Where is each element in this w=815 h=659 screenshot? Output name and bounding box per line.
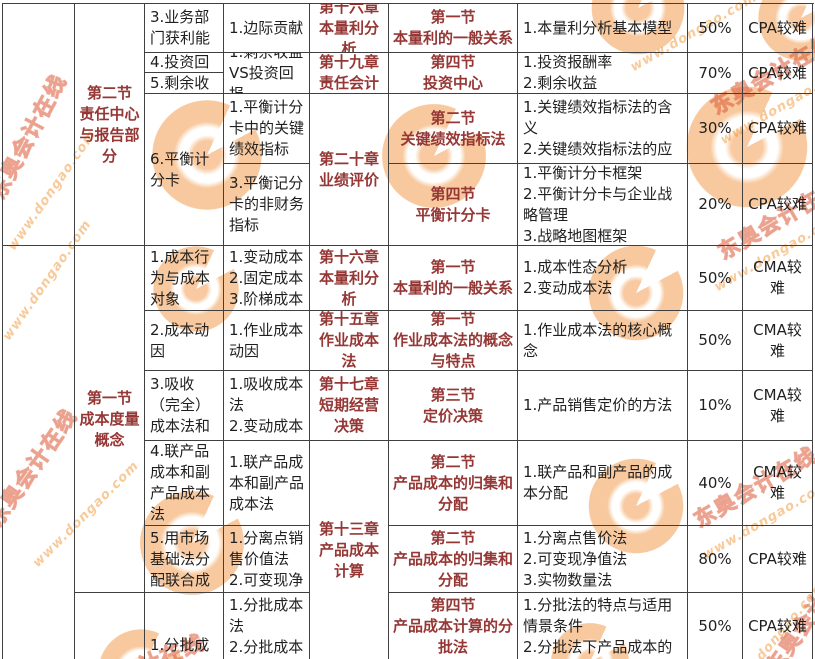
difficulty-cell: CPA较难	[743, 526, 813, 593]
percentage-cell: 30%	[688, 94, 743, 164]
subtopic-cell: 1.分批成本法 2.分批成本	[224, 593, 310, 659]
percentage-cell: 20%	[688, 164, 743, 246]
key-point-cell: 1.平衡计分卡框架 2.平衡计分卡与企业战略管理 3.战略地图框架	[518, 164, 688, 246]
subtopic-cell: 3.平衡记分卡的非财务指标	[224, 164, 310, 246]
section-title-cell: 第一节 成本度量概念	[75, 246, 145, 593]
difficulty-cell: CPA较难	[743, 4, 813, 53]
key-point-cell: 1.分批法的特点与适用情景条件 2.分批法下产品成本的	[518, 593, 688, 659]
key-point-cell: 1.关键绩效指标法的含义 2.关键绩效指标法的应	[518, 94, 688, 164]
chapter-cell: 第十六章 本量利分析	[310, 4, 389, 53]
percentage-cell: 40%	[688, 441, 743, 526]
difficulty-cell: CPA较难	[743, 164, 813, 246]
chapter-section-cell: 第三节 定价决策	[389, 371, 518, 441]
knowledge-point-cell: 6.平衡计分卡	[145, 94, 224, 246]
chapter-section-cell: 第一节 本量利的一般关系	[389, 246, 518, 311]
subtopic-cell: 1.剩余收益VS投资回报	[224, 53, 310, 94]
knowledge-point-cell: 4.投资回	[145, 53, 224, 73]
knowledge-point-cell: 1.分批成	[145, 593, 224, 659]
chapter-section-cell: 第四节 平衡计分卡	[389, 164, 518, 246]
spacer-cell	[3, 246, 75, 659]
key-point-cell: 1.投资报酬率 2.剩余收益	[518, 53, 688, 94]
subtopic-cell: 1.平衡计分卡中的关键绩效指标	[224, 94, 310, 164]
chapter-cell: 第二十章 业绩评价	[310, 94, 389, 246]
chapter-cell: 第十五章 作业成本法	[310, 311, 389, 371]
key-point-cell: 1.成本性态分析 2.变动成本法	[518, 246, 688, 311]
percentage-cell: 10%	[688, 371, 743, 441]
percentage-cell: 50%	[688, 593, 743, 659]
chapter-cell: 第十三章 产品成本计算	[310, 441, 389, 659]
section-title-cell: 第二节 责任中心与报告部分	[75, 4, 145, 246]
percentage-cell: 50%	[688, 246, 743, 311]
difficulty-cell: CPA较难	[743, 593, 813, 659]
chapter-cell: 第十七章 短期经营决策	[310, 371, 389, 441]
knowledge-point-cell: 3.业务部门获利能	[145, 4, 224, 53]
key-point-cell: 1.产品销售定价的方法	[518, 371, 688, 441]
knowledge-point-cell: 5.剩余收	[145, 73, 224, 94]
percentage-cell: 50%	[688, 4, 743, 53]
subtopic-cell: 1.吸收成本法 2.变动成本	[224, 371, 310, 441]
chapter-section-cell: 第二节 产品成本的归集和分配	[389, 441, 518, 526]
percentage-cell: 70%	[688, 53, 743, 94]
section-title-cell	[75, 593, 145, 659]
chapter-section-cell: 第二节 关键绩效指标法	[389, 94, 518, 164]
knowledge-point-cell: 4.联产品成本和副产品成本法	[145, 441, 224, 526]
key-point-cell: 1.分离点售价法 2.可变现净值法 3.实物数量法	[518, 526, 688, 593]
chapter-cell: 第十九章 责任会计	[310, 53, 389, 94]
chapter-section-cell: 第四节 投资中心	[389, 53, 518, 94]
difficulty-cell: CMA较难	[743, 441, 813, 526]
percentage-cell: 80%	[688, 526, 743, 593]
knowledge-point-cell: 1.成本行为与成本对象	[145, 246, 224, 311]
key-point-cell: 1.本量利分析基本模型	[518, 4, 688, 53]
subtopic-cell: 1.联产品成本和副产品成本法	[224, 441, 310, 526]
chapter-section-cell: 第二节 产品成本的归集和分配	[389, 526, 518, 593]
difficulty-cell: CPA较难	[743, 53, 813, 94]
subtopic-cell: 1.变动成本 2.固定成本 3.阶梯成本	[224, 246, 310, 311]
subtopic-cell: 1.分离点销售价值法 2.可变现净	[224, 526, 310, 593]
key-point-cell: 1.联产品和副产品的成本分配	[518, 441, 688, 526]
knowledge-point-cell: 2.成本动因	[145, 311, 224, 371]
chapter-section-cell: 第一节 本量利的一般关系	[389, 4, 518, 53]
chapter-section-cell: 第四节 产品成本计算的分批法	[389, 593, 518, 659]
syllabus-table: 第二节 责任中心与报告部分 第一节 成本度量概念 3.业务部门获利能 4.投资回…	[2, 3, 814, 659]
percentage-cell: 50%	[688, 311, 743, 371]
chapter-section-cell: 第一节 作业成本法的概念与特点	[389, 311, 518, 371]
difficulty-cell: CPA较难	[743, 94, 813, 164]
knowledge-point-cell: 5.用市场基础法分配联合成	[145, 526, 224, 593]
difficulty-cell: CMA较难	[743, 246, 813, 311]
difficulty-cell: CMA较难	[743, 371, 813, 441]
key-point-cell: 1.作业成本法的核心概念	[518, 311, 688, 371]
spacer-cell	[3, 4, 75, 246]
knowledge-point-cell: 3.吸收（完全）成本法和	[145, 371, 224, 441]
subtopic-cell: 1.边际贡献	[224, 4, 310, 53]
chapter-cell: 第十六章 本量利分析	[310, 246, 389, 311]
difficulty-cell: CMA较难	[743, 311, 813, 371]
subtopic-cell: 1.作业成本动因	[224, 311, 310, 371]
